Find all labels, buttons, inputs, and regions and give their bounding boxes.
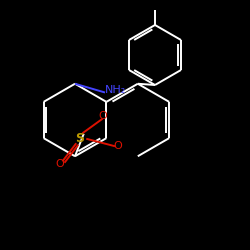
Text: O: O: [56, 159, 64, 169]
Text: NH₂: NH₂: [104, 85, 126, 95]
Text: O: O: [113, 141, 122, 151]
Text: S: S: [76, 132, 84, 145]
Text: O: O: [98, 111, 107, 121]
